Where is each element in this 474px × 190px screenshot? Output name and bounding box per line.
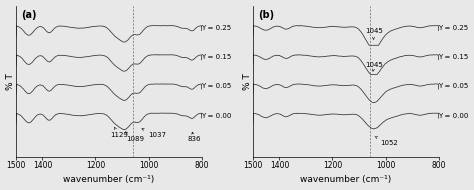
Text: 1045: 1045 bbox=[365, 28, 383, 40]
Text: 1045: 1045 bbox=[365, 62, 383, 71]
Y-axis label: % T: % T bbox=[6, 73, 15, 89]
Text: Y = 0.15: Y = 0.15 bbox=[201, 54, 231, 60]
Text: (b): (b) bbox=[258, 10, 274, 20]
Text: Y = 0.25: Y = 0.25 bbox=[438, 25, 468, 31]
Text: 1052: 1052 bbox=[375, 137, 398, 146]
X-axis label: wavenumber (cm⁻¹): wavenumber (cm⁻¹) bbox=[300, 175, 392, 184]
Text: Y = 0.05: Y = 0.05 bbox=[438, 83, 468, 89]
Text: 836: 836 bbox=[188, 132, 201, 142]
Text: Y = 0.05: Y = 0.05 bbox=[201, 83, 231, 89]
Y-axis label: % T: % T bbox=[243, 73, 252, 89]
Text: Y = 0.15: Y = 0.15 bbox=[438, 54, 468, 60]
Text: Y = 0.00: Y = 0.00 bbox=[438, 113, 468, 119]
Text: 1037: 1037 bbox=[142, 129, 166, 138]
Text: Y = 0.25: Y = 0.25 bbox=[201, 25, 231, 31]
Text: Y = 0.00: Y = 0.00 bbox=[201, 113, 231, 119]
X-axis label: wavenumber (cm⁻¹): wavenumber (cm⁻¹) bbox=[63, 175, 155, 184]
Text: 1089: 1089 bbox=[125, 132, 144, 142]
Text: 1129: 1129 bbox=[110, 127, 128, 139]
Text: (a): (a) bbox=[21, 10, 37, 20]
